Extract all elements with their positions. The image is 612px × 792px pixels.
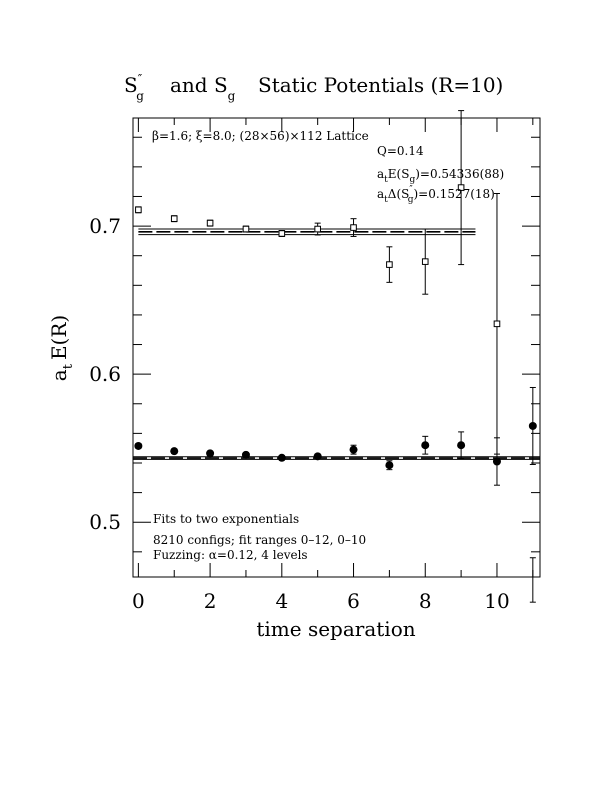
- fit-delta-annotation: atΔ(S″ g)=0.1527(18): [377, 185, 495, 205]
- data-series: [134, 110, 537, 603]
- x-tick-label: 8: [419, 589, 432, 613]
- data-point-square: [206, 219, 214, 227]
- title-middle: and Sg: [170, 73, 236, 103]
- data-point-square: [314, 225, 321, 233]
- x-axis-label: time separation: [256, 617, 415, 641]
- data-point-square: [135, 206, 142, 214]
- axis-ticks: 0 2 4 6 8 10 0.5 0.6 0.7: [89, 118, 540, 613]
- data-point-circle: [170, 447, 179, 456]
- x-tick-label: 10: [484, 589, 509, 613]
- data-point-square: [386, 261, 393, 268]
- fit-sg-annotation: atE(Sg)=0.54336(88): [377, 167, 504, 185]
- method-line-2: 8210 configs; fit ranges 0–12, 0–10: [153, 533, 366, 547]
- data-point-circle: [206, 449, 215, 458]
- data-point-circle: [134, 441, 143, 450]
- title-rest: Static Potentials (R=10): [258, 73, 503, 97]
- y-tick-label: 0.7: [89, 214, 121, 238]
- y-tick-label: 0.5: [89, 510, 121, 534]
- data-point-circle: [385, 461, 394, 470]
- data-point-circle: [421, 441, 430, 450]
- method-line-3: Fuzzing: α=0.12, 4 levels: [153, 548, 308, 562]
- x-tick-label: 2: [204, 589, 217, 613]
- series-open-square: [135, 110, 501, 455]
- data-point-square: [170, 215, 178, 222]
- data-point-square: [278, 230, 286, 237]
- y-axis-label: atE(R): [47, 315, 76, 381]
- data-point-square: [350, 224, 357, 231]
- data-point-square: [421, 258, 429, 265]
- x-tick-label: 6: [347, 589, 360, 613]
- series-filled-circle: [134, 386, 537, 486]
- data-point-square: [493, 320, 501, 328]
- fit-bands: [133, 228, 540, 460]
- y-tick-label: 0.6: [89, 362, 121, 386]
- data-point-square: [242, 225, 250, 233]
- method-line-1: Fits to two exponentials: [153, 512, 299, 526]
- data-point-circle: [457, 441, 466, 450]
- x-tick-label: 4: [275, 589, 288, 613]
- data-point-circle: [528, 421, 537, 430]
- series-errorbar-only: [529, 557, 536, 603]
- data-point-circle: [277, 453, 286, 462]
- x-tick-label: 0: [132, 589, 145, 613]
- title-symbol-s-double-prime: S″ g: [124, 72, 144, 103]
- chart-title: S″ g and Sg Static Potentials (R=10): [124, 72, 503, 103]
- data-point-circle: [241, 450, 250, 459]
- q-annotation: Q=0.14: [377, 144, 424, 158]
- lattice-annotation: β=1.6; ξ=8.0; (28×56)×112 Lattice: [152, 129, 369, 143]
- data-point-circle: [492, 457, 501, 466]
- annotations: β=1.6; ξ=8.0; (28×56)×112 Lattice Q=0.14…: [152, 129, 504, 562]
- data-point-square: [457, 184, 465, 191]
- plot-frame: [132, 117, 541, 578]
- data-point-circle: [349, 445, 358, 454]
- data-point-circle: [313, 452, 322, 461]
